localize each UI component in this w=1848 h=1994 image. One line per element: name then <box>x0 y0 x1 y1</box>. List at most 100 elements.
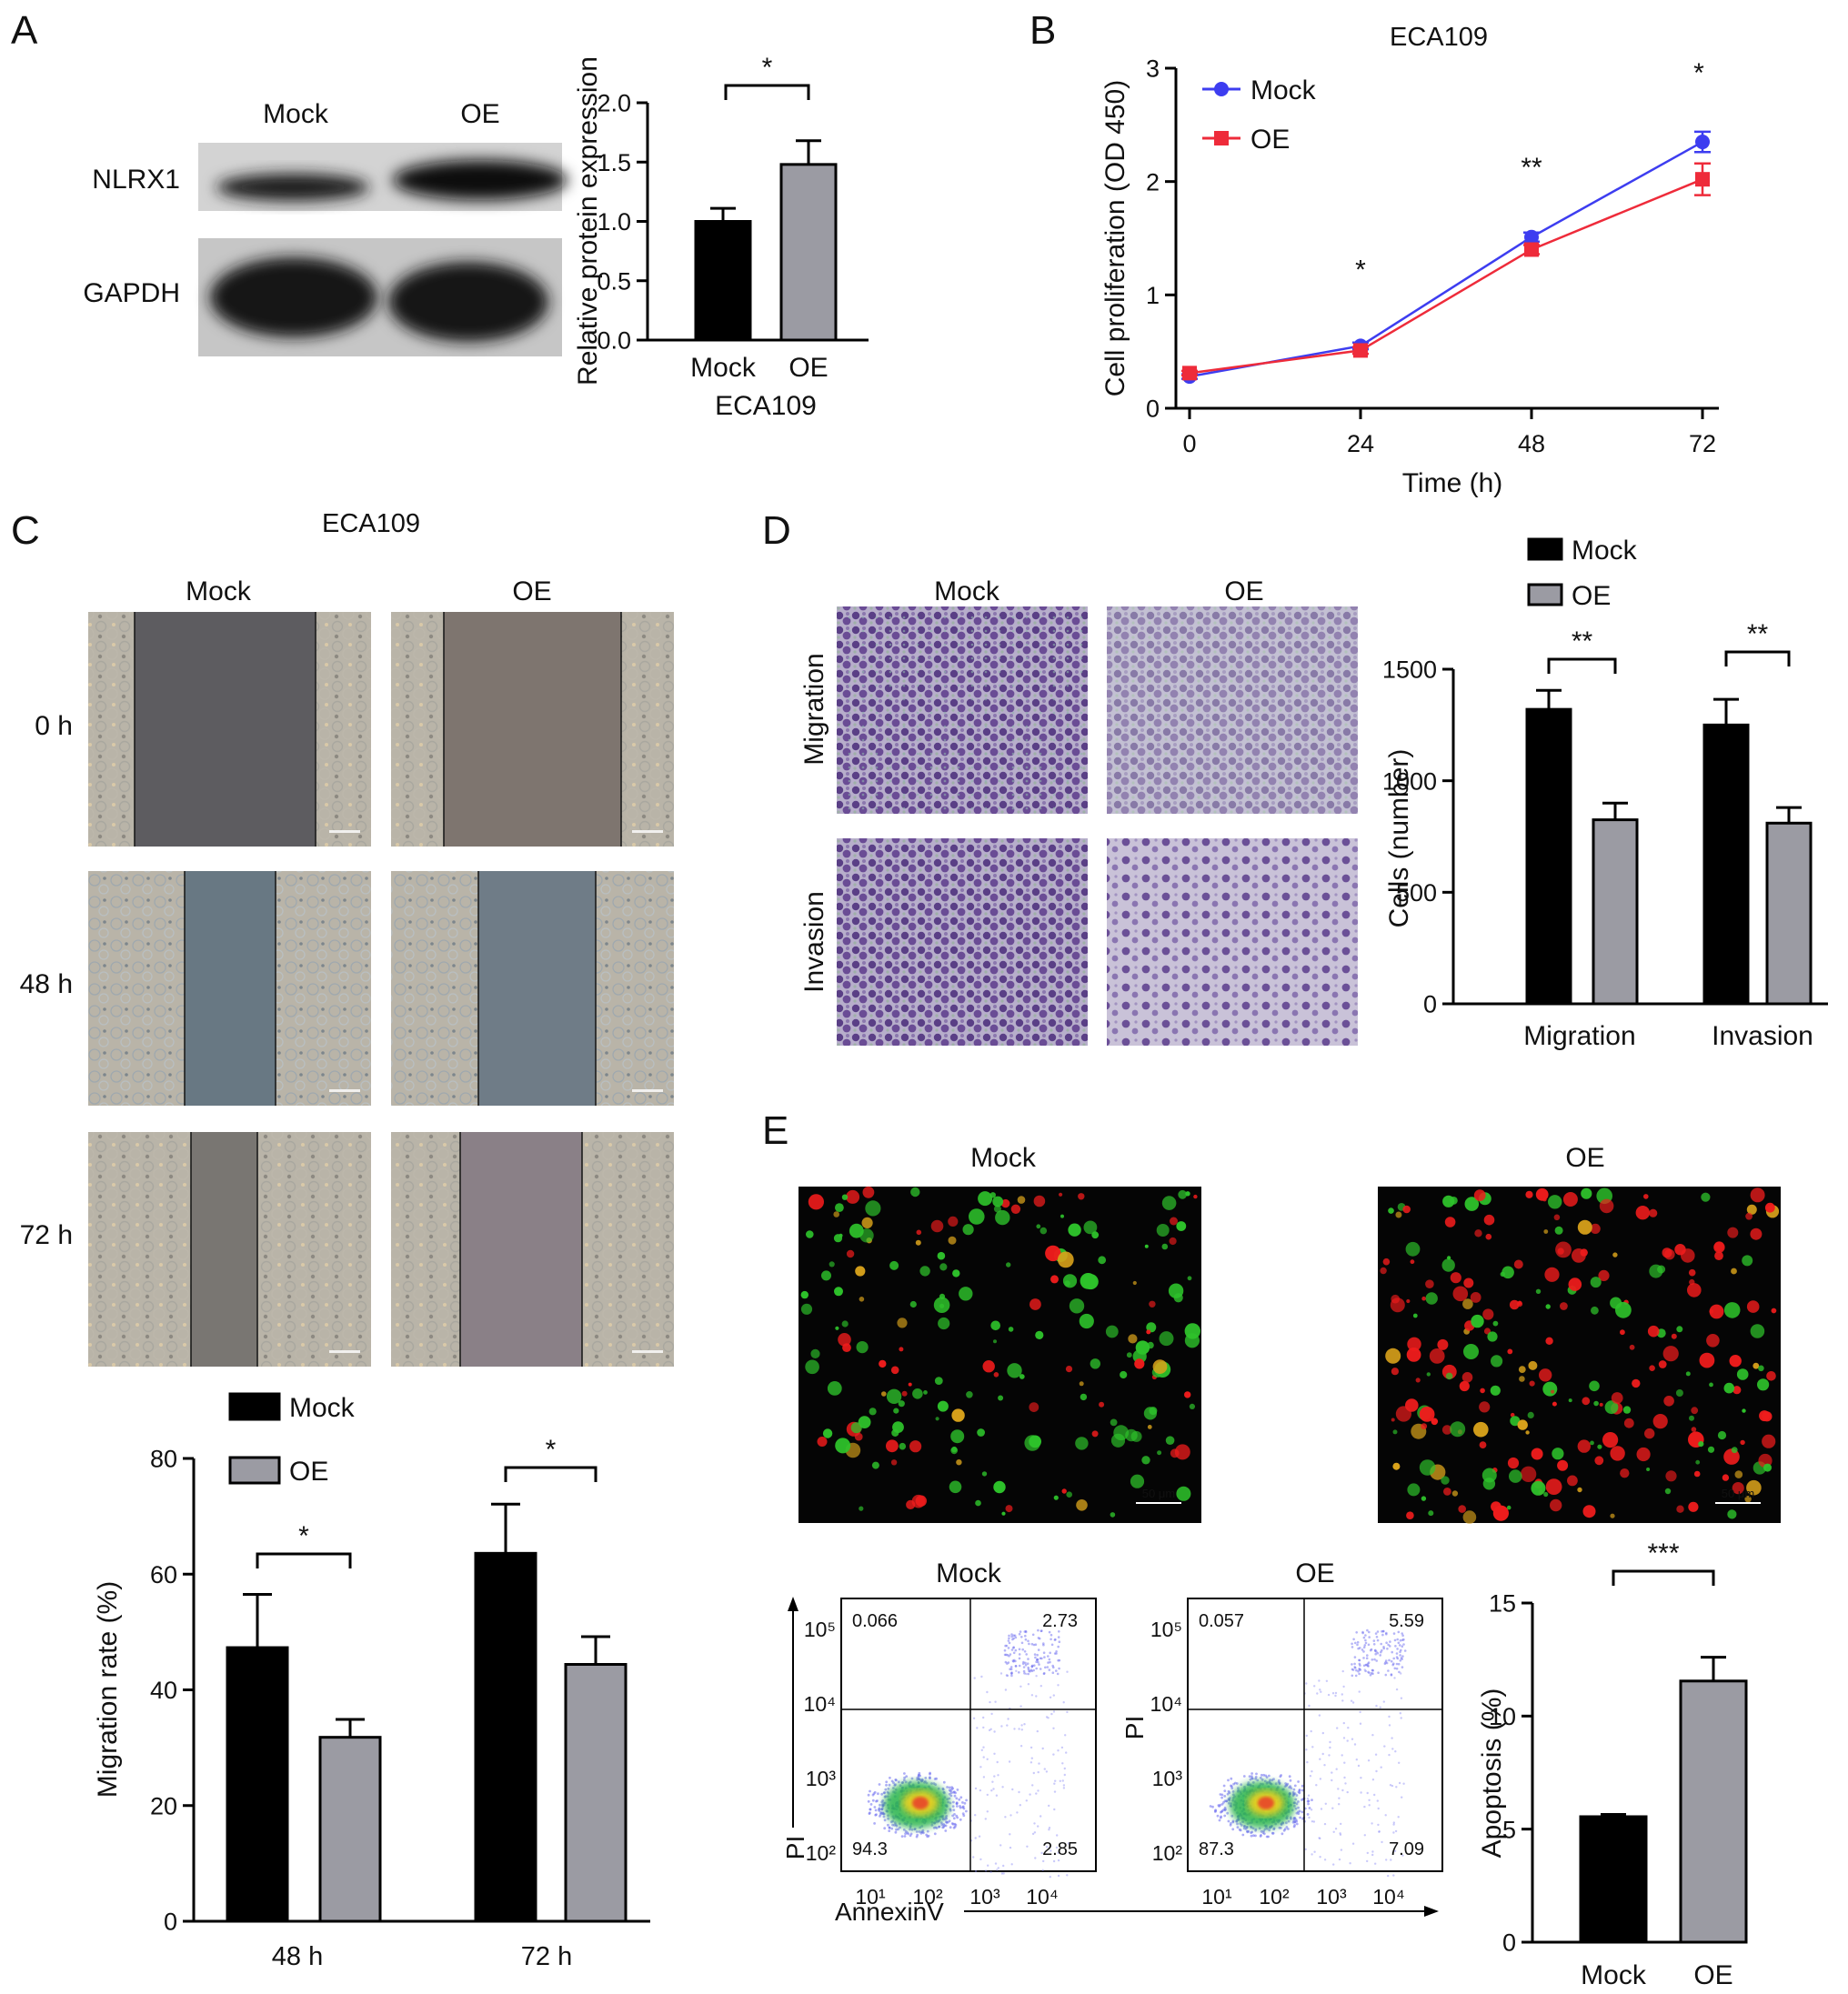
fluor-cell <box>1732 1482 1744 1495</box>
fluor-cell <box>1591 1306 1599 1315</box>
flow-event <box>933 1778 937 1780</box>
fluor-cell <box>1766 1371 1776 1381</box>
flow-event <box>1351 1842 1355 1845</box>
flow-event <box>1351 1663 1353 1666</box>
flow-event <box>1004 1644 1007 1648</box>
flow-event <box>1242 1775 1246 1778</box>
flow-event <box>1268 1829 1271 1832</box>
bar-oe <box>779 163 838 342</box>
flow-event <box>1057 1874 1060 1878</box>
flow-event <box>1362 1636 1366 1639</box>
y-tick-label: 0 <box>1423 991 1437 1018</box>
flow-event <box>992 1788 995 1790</box>
blot-lane-label-oe: OE <box>460 99 499 129</box>
flow-event <box>972 1717 976 1720</box>
flow-event <box>1010 1863 1013 1866</box>
fluor-cell <box>1156 1224 1170 1237</box>
fluor-cell <box>1470 1292 1481 1303</box>
fluor-cell <box>1170 1217 1178 1226</box>
flow-event <box>1066 1874 1069 1877</box>
x-tick-label: OE <box>1693 1960 1732 1990</box>
flow-event <box>1049 1846 1051 1849</box>
flow-event <box>1056 1834 1059 1837</box>
flow-event <box>1331 1771 1333 1774</box>
flow-event <box>944 1816 948 1819</box>
fluor-cell <box>1759 1410 1771 1422</box>
flow-event <box>1352 1638 1355 1641</box>
scratch-gap <box>185 871 276 1106</box>
fluor-cell <box>1713 1241 1724 1252</box>
flow-event <box>1332 1863 1335 1866</box>
flow-event <box>944 1829 948 1832</box>
fluor-cell <box>993 1205 1001 1213</box>
flow-event <box>894 1779 898 1781</box>
fluor-cell <box>897 1318 908 1328</box>
flow-event <box>1050 1712 1053 1716</box>
flow-event <box>1372 1639 1376 1642</box>
flow-event <box>882 1815 886 1819</box>
flow-x-tick-label: 10² <box>1259 1885 1290 1909</box>
flow-event <box>952 1817 956 1820</box>
flow-event <box>1374 1753 1378 1756</box>
flow-event <box>1337 1788 1340 1790</box>
flow-y-tick-label: 10⁴ <box>1150 1692 1182 1716</box>
flow-event <box>1009 1653 1012 1656</box>
flow-event <box>1341 1669 1344 1673</box>
flow-event <box>1230 1787 1234 1789</box>
flow-event <box>1364 1638 1367 1642</box>
flow-event <box>1389 1645 1391 1648</box>
fluor-cell <box>1491 1355 1503 1368</box>
flow-event <box>982 1746 985 1749</box>
fluor-cell <box>1552 1401 1557 1407</box>
scratch-gap <box>460 1132 582 1367</box>
fluor-cell <box>969 1208 985 1225</box>
flow-event <box>1362 1646 1366 1648</box>
flow-event <box>1012 1651 1016 1655</box>
fluor-cell <box>1557 1459 1569 1471</box>
fluor-cell <box>1550 1498 1562 1512</box>
fluor-cell <box>1746 1204 1757 1215</box>
flow-event <box>954 1823 958 1827</box>
y-tick-label: 60 <box>150 1561 177 1588</box>
fluor-cell <box>822 1428 833 1438</box>
fluor-cell <box>1528 1360 1538 1370</box>
flow-event <box>1037 1789 1040 1792</box>
flow-event <box>885 1780 889 1784</box>
fluor-cell <box>1502 1266 1514 1279</box>
flow-event <box>1009 1668 1011 1670</box>
flow-event <box>1318 1714 1321 1717</box>
fluor-cell <box>1552 1448 1564 1460</box>
flow-event <box>871 1799 875 1802</box>
flow-event <box>1062 1784 1066 1787</box>
flow-event <box>1341 1693 1344 1696</box>
transwell-row-label-migration: Migration <box>799 653 829 765</box>
fluor-cell <box>1731 1268 1737 1275</box>
flow-event <box>1311 1799 1313 1801</box>
flow-event <box>1363 1834 1367 1837</box>
flow-event <box>1394 1829 1398 1833</box>
fluor-cell <box>1582 1397 1591 1406</box>
fluor-cell <box>1169 1237 1177 1246</box>
fluor-cell <box>1525 1430 1530 1435</box>
flow-event <box>978 1835 981 1838</box>
y-tick-label: 10 <box>1489 1703 1516 1730</box>
flow-event <box>982 1716 985 1719</box>
flow-event <box>1250 1772 1253 1775</box>
flow-event <box>869 1808 872 1811</box>
fluor-cell <box>992 1196 1004 1207</box>
chart-a-protein-expression: 0.0 0.5 1.0 1.5 2.0 Mock OE ECA109 Relative prot… <box>573 53 869 421</box>
fluor-cell <box>835 1203 844 1212</box>
fluor-cell <box>899 1347 904 1352</box>
flow-y-tick-label: 10³ <box>1152 1767 1183 1790</box>
flow-event <box>890 1827 894 1830</box>
fluor-cell <box>993 1480 1006 1494</box>
flow-event <box>1402 1643 1405 1646</box>
legend-label: Mock <box>1572 536 1638 566</box>
flow-event <box>953 1813 956 1816</box>
fluor-cell <box>821 1270 831 1281</box>
flow-event <box>1265 1835 1269 1839</box>
flow-event <box>1399 1712 1402 1715</box>
flow-event <box>1402 1782 1405 1785</box>
fluor-cell <box>1380 1267 1387 1275</box>
